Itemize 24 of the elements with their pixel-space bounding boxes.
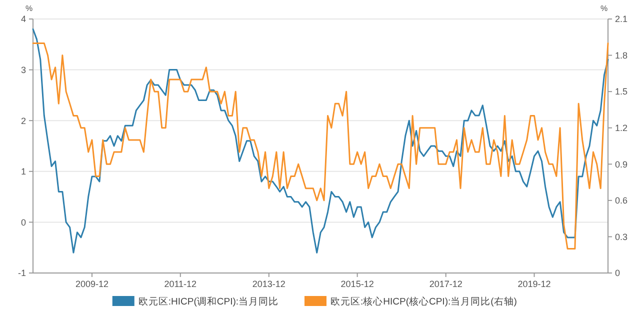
- legend-label: 欧元区:HICP(调和CPI):当月同比: [138, 295, 279, 308]
- x-tick-label: 2009-12: [75, 279, 108, 289]
- y2-tick-label: 2.1: [615, 14, 628, 24]
- y2-tick-label: 0: [615, 268, 620, 278]
- x-tick-label: 2013-12: [252, 279, 286, 289]
- y2-tick-label: 0.3: [615, 232, 628, 242]
- y2-tick-label: 1.2: [615, 123, 628, 134]
- y2-axis-title: %: [600, 4, 608, 13]
- y-tick-label: 3: [20, 64, 26, 75]
- y-tick-label: 4: [20, 14, 26, 24]
- x-tick-label: 2011-12: [164, 279, 197, 289]
- x-tick-label: 2015-12: [340, 279, 374, 289]
- y2-tick-label: 1.5: [615, 86, 628, 97]
- y2-tick-label: 0.6: [615, 196, 628, 206]
- x-tick-label: 2019-12: [518, 279, 551, 289]
- y-tick-label: 1: [20, 166, 26, 177]
- x-tick-label: 2017-12: [429, 279, 462, 289]
- y-tick-label: 2: [20, 116, 26, 126]
- y-axis-title: %: [25, 4, 33, 13]
- y2-tick-label: 1.8: [615, 50, 628, 60]
- y-tick-label: -1: [18, 268, 26, 278]
- legend-label: 欧元区:核心HICP(核心CPI):当月同比(右轴): [330, 295, 517, 308]
- y-tick-label: 0: [20, 217, 26, 228]
- y2-tick-label: 0.9: [615, 159, 628, 170]
